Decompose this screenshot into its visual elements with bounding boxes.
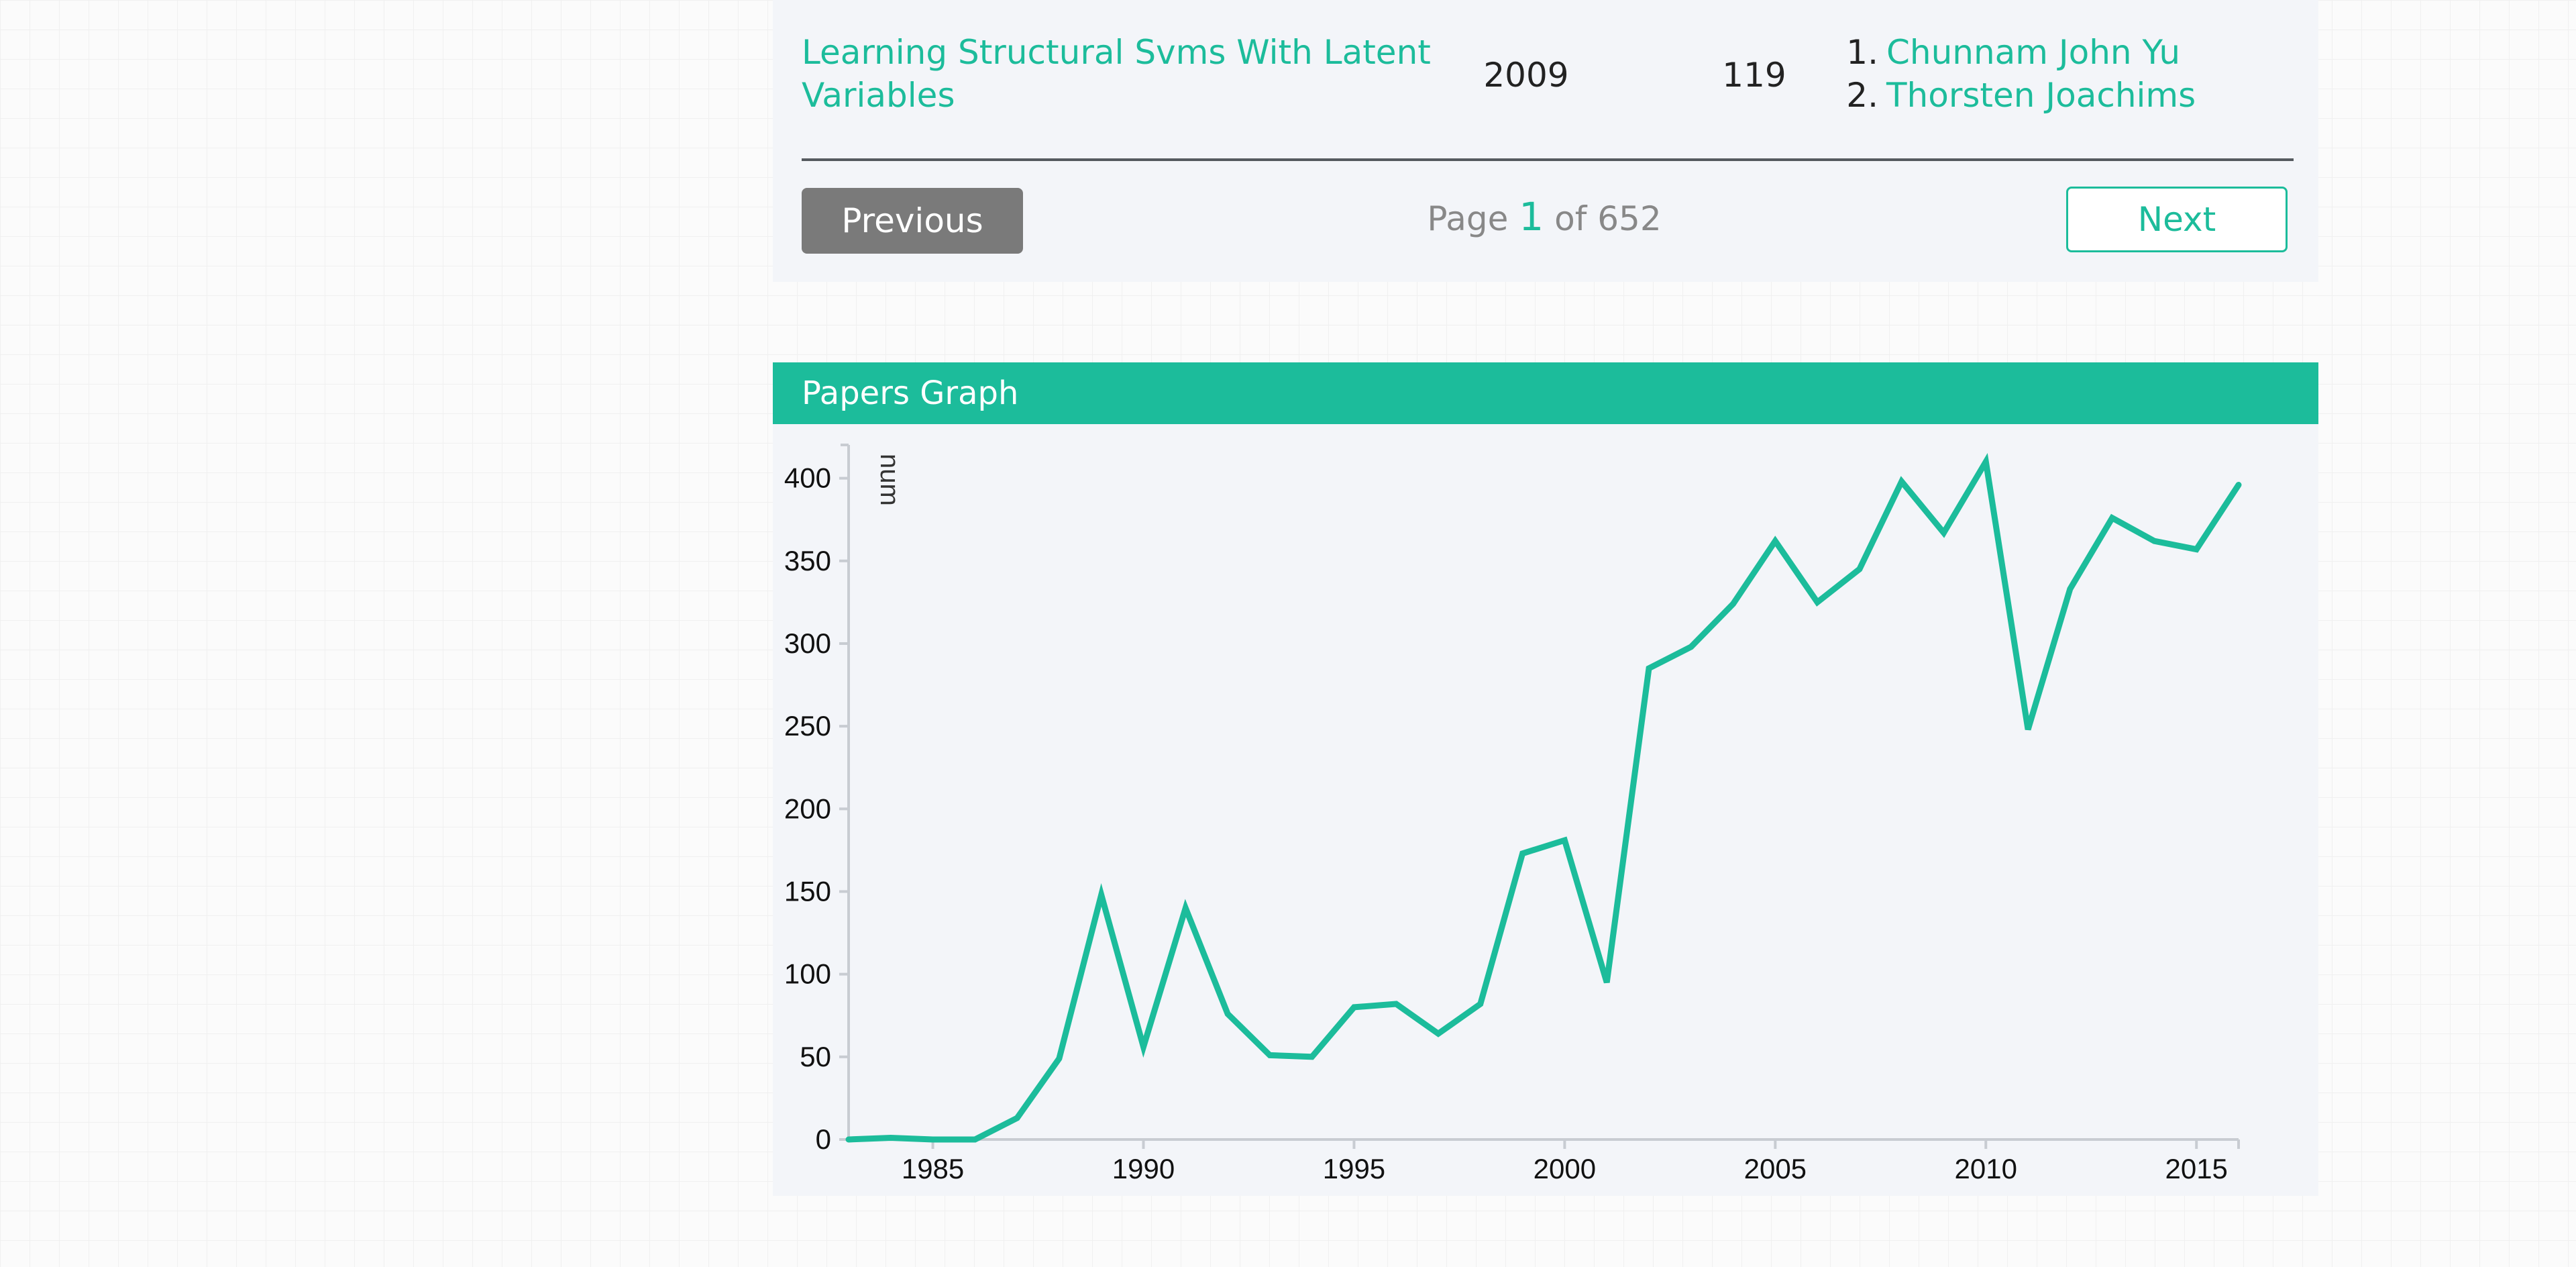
y-tick-label: 100 [784, 958, 831, 990]
x-tick-label: 2005 [1744, 1153, 1807, 1184]
x-tick-label: 2010 [1955, 1153, 2017, 1184]
x-tick-label: 2000 [1534, 1153, 1596, 1184]
y-tick-label: 0 [816, 1123, 831, 1155]
table-row: Learning Structural Svms With Latent Var… [802, 0, 2294, 161]
next-button[interactable]: Next [2066, 187, 2288, 252]
x-tick-label: 2015 [2165, 1153, 2227, 1184]
series-line [845, 452, 2242, 1143]
graph-title: Papers Graph [802, 374, 1019, 412]
papers-table-panel: Learning Structural Svms With Latent Var… [773, 0, 2318, 282]
y-tick-label: 400 [784, 462, 831, 494]
y-tick-label: 200 [784, 793, 831, 824]
series-group [845, 452, 2242, 1143]
previous-button[interactable]: Previous [802, 188, 1023, 254]
author-list: 1. Chunnam John Yu 2. Thorsten Joachims [1841, 31, 2196, 117]
x-axis: 1985 1990 1995 2000 2005 2010 2015 [849, 1138, 2240, 1184]
page-indicator: Page 1 of 652 [1377, 191, 1712, 245]
author-item: 2. Thorsten Joachims [1841, 74, 2196, 117]
paper-year: 2009 [1483, 56, 1569, 95]
y-tick-label: 150 [784, 875, 831, 907]
author-index: 1. [1846, 33, 1878, 72]
y-tick-label: 250 [784, 710, 831, 742]
paper-title-link[interactable]: Learning Structural Svms With Latent Var… [802, 33, 1431, 115]
y-axis-label: num [875, 454, 904, 506]
y-axis: 0 50 100 150 200 250 300 350 400 num [784, 444, 904, 1155]
y-tick-label: 50 [800, 1041, 831, 1072]
author-link[interactable]: Chunnam John Yu [1886, 33, 2181, 72]
page-prefix: Page [1427, 199, 1509, 238]
x-tick-label: 1995 [1323, 1153, 1385, 1184]
y-tick-label: 350 [784, 545, 831, 576]
papers-line-chart: 0 50 100 150 200 250 300 350 400 num 1985 1990 1995… [784, 444, 2242, 1184]
page-of-label: of [1554, 199, 1587, 238]
x-tick-label: 1990 [1112, 1153, 1175, 1184]
author-item: 1. Chunnam John Yu [1841, 31, 2196, 74]
x-tick-label: 1985 [902, 1153, 964, 1184]
current-page-number: 1 [1519, 194, 1544, 240]
graph-header: Papers Graph [773, 362, 2318, 424]
y-tick-label: 300 [784, 627, 831, 659]
papers-graph-panel: 0 50 100 150 200 250 300 350 400 num 1985 1990 1995… [773, 362, 2318, 1196]
author-index: 2. [1846, 76, 1878, 115]
author-link[interactable]: Thorsten Joachims [1886, 76, 2196, 115]
paper-citations: 119 [1722, 56, 1786, 95]
total-pages: 652 [1597, 199, 1662, 238]
